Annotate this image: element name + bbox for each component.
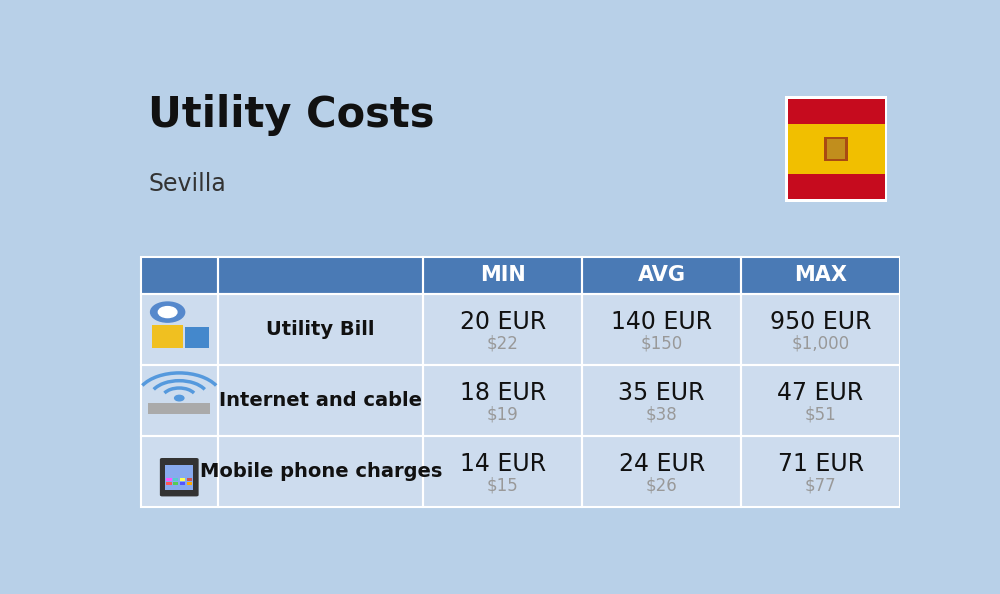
Bar	[218, 365, 423, 436]
Text: $150: $150	[641, 334, 683, 353]
Bar	[741, 365, 900, 436]
Text: $38: $38	[646, 406, 678, 424]
Bar	[423, 294, 582, 365]
Bar	[140, 294, 218, 365]
Bar	[185, 327, 209, 347]
Bar	[741, 436, 900, 507]
Bar	[187, 478, 192, 481]
Text: AVG: AVG	[638, 266, 686, 285]
Text: Sevilla: Sevilla	[148, 172, 226, 196]
Bar	[741, 365, 900, 436]
Text: $77: $77	[805, 476, 836, 494]
Bar	[140, 436, 218, 507]
Bar	[741, 294, 900, 365]
Text: Internet and cable: Internet and cable	[219, 391, 422, 410]
Text: 20 EUR: 20 EUR	[460, 311, 546, 334]
Bar	[218, 257, 423, 294]
Bar	[827, 140, 845, 159]
Bar	[218, 365, 423, 436]
Text: 24 EUR: 24 EUR	[619, 452, 705, 476]
Text: MAX: MAX	[794, 266, 847, 285]
Bar	[582, 294, 741, 365]
Bar	[218, 436, 423, 507]
Text: Utility Bill: Utility Bill	[266, 320, 375, 339]
Text: Mobile phone charges: Mobile phone charges	[200, 462, 442, 481]
Bar	[423, 294, 582, 365]
Bar	[423, 257, 582, 294]
Bar	[187, 482, 192, 485]
Bar	[140, 436, 218, 507]
Text: $15: $15	[487, 476, 519, 494]
Bar	[140, 365, 218, 436]
Text: 950 EUR: 950 EUR	[770, 311, 871, 334]
Bar	[582, 436, 741, 507]
Bar	[165, 465, 193, 489]
Text: Utility Costs: Utility Costs	[148, 94, 435, 136]
Text: $26: $26	[646, 476, 678, 494]
Bar	[582, 257, 741, 294]
Bar	[824, 137, 848, 161]
Bar	[582, 436, 741, 507]
Bar	[140, 294, 218, 365]
Bar	[741, 257, 900, 294]
Text: MIN: MIN	[480, 266, 526, 285]
Circle shape	[158, 307, 177, 318]
Bar	[788, 124, 885, 174]
Bar	[582, 294, 741, 365]
Bar	[582, 257, 741, 294]
Bar	[741, 257, 900, 294]
Bar	[423, 365, 582, 436]
Bar	[218, 294, 423, 365]
Text: 18 EUR: 18 EUR	[460, 381, 546, 405]
Bar	[785, 96, 887, 201]
FancyBboxPatch shape	[160, 458, 199, 497]
Bar	[741, 294, 900, 365]
Circle shape	[151, 302, 185, 322]
Bar	[423, 257, 582, 294]
Bar	[140, 257, 218, 294]
Text: $1,000: $1,000	[792, 334, 850, 353]
Bar	[140, 365, 218, 436]
Bar	[423, 365, 582, 436]
Bar	[152, 325, 183, 347]
Bar	[218, 257, 423, 294]
Text: 35 EUR: 35 EUR	[618, 381, 705, 405]
Bar	[140, 257, 218, 294]
Text: $19: $19	[487, 406, 519, 424]
Bar	[741, 436, 900, 507]
Bar	[423, 436, 582, 507]
Bar	[166, 478, 172, 481]
Text: 47 EUR: 47 EUR	[777, 381, 864, 405]
Bar	[788, 174, 885, 200]
Bar	[173, 478, 178, 481]
Text: $22: $22	[487, 334, 519, 353]
Bar	[218, 294, 423, 365]
Bar	[148, 403, 210, 414]
Bar	[166, 482, 172, 485]
Bar	[788, 99, 885, 124]
Text: 71 EUR: 71 EUR	[778, 452, 864, 476]
Bar	[218, 436, 423, 507]
Bar	[423, 436, 582, 507]
Bar	[180, 478, 185, 481]
Bar	[582, 365, 741, 436]
Circle shape	[175, 396, 184, 401]
Text: 14 EUR: 14 EUR	[460, 452, 546, 476]
Text: $51: $51	[805, 406, 836, 424]
Bar	[582, 365, 741, 436]
Text: 140 EUR: 140 EUR	[611, 311, 712, 334]
Bar	[180, 482, 185, 485]
Bar	[173, 482, 178, 485]
